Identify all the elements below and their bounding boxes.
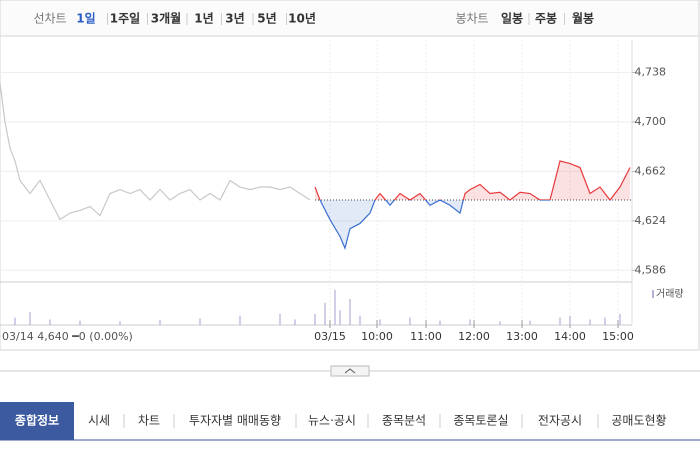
y-tick-label: 4,586 [635,263,667,276]
volume-bar [439,320,441,325]
volume-bar [339,310,341,325]
x-tick-label: 03/15 [314,330,346,343]
tab[interactable]: 종목토론실 [453,414,508,428]
price-area-down [315,200,630,249]
tab[interactable]: 투자자별 매매동향 [189,414,281,428]
y-tick-label: 4,700 [635,115,667,128]
volume-bar [334,289,336,325]
range-option[interactable]: 10년 [288,12,316,26]
tab[interactable]: 종목분석 [382,414,426,428]
y-tick-label: 4,738 [635,66,667,79]
volume-bar [239,315,241,325]
volume-bar [569,315,571,325]
volume-legend: 거래량 [656,288,684,300]
price-line [0,82,311,221]
range-option[interactable]: 1주일 [110,12,140,26]
tab[interactable]: 종합정보 [15,413,59,428]
volume-bar [359,315,361,325]
range-option[interactable]: 1일 [76,12,95,26]
toolbar-label: 봉차트 [455,12,488,26]
volume-bar [29,312,31,325]
volume-bar [349,299,351,325]
candle-option[interactable]: 일봉 [501,12,523,26]
volume-bar [294,319,296,325]
volume-bar [49,319,51,325]
range-option[interactable]: 1년 [194,12,213,26]
tab[interactable]: 뉴스·공시 [308,414,356,428]
x-tick-label: 11:00 [410,330,442,343]
toolbar-label: 선차트 [33,12,66,26]
volume-bar [314,313,316,325]
volume-bar [159,319,161,325]
toolbar [0,0,700,37]
volume-legend-swatch [652,290,654,298]
volume-bar [529,320,531,325]
candle-option[interactable]: 월봉 [572,11,594,26]
chart-frame [0,35,700,351]
x-tick-label: 14:00 [554,330,586,343]
x-tick-label: 12:00 [458,330,490,343]
volume-bar [279,313,281,325]
tab[interactable]: 시세 [88,414,110,428]
volume-bar [199,318,201,325]
tab[interactable]: 공매도현황 [611,414,666,428]
volume-bar [559,317,561,325]
volume-bar [469,319,471,325]
volume-bar [589,319,591,325]
y-tick-label: 4,662 [635,164,667,177]
collapse-button[interactable] [330,365,370,377]
volume-bar [499,321,501,325]
x-tick-label: 15:00 [602,330,634,343]
tab-active-bg [0,402,74,440]
x-tick-label: 10:00 [361,330,393,343]
volume-bar [79,320,81,325]
tab[interactable]: 차트 [138,414,160,428]
range-option[interactable]: 5년 [257,12,276,26]
volume-bar [324,302,326,325]
y-tick-label: 4,624 [635,214,667,227]
price-area-up [315,161,630,200]
range-option[interactable]: 3개월 [151,11,181,26]
volume-bar [409,317,411,325]
collapse-icon [344,368,356,374]
range-option[interactable]: 3년 [225,12,244,26]
price-info: 03/14 4,640 ━0 (0.00%) [2,330,133,343]
x-tick-label: 13:00 [506,330,538,343]
price-line-up [314,160,631,200]
volume-bar [619,313,621,325]
price-line-down [319,200,611,251]
volume-bar [379,319,381,325]
volume-bar [119,321,121,325]
candle-option[interactable]: 주봉 [535,12,557,26]
tab[interactable]: 전자공시 [538,414,582,428]
volume-bar [14,317,16,325]
volume-bar [604,317,606,325]
